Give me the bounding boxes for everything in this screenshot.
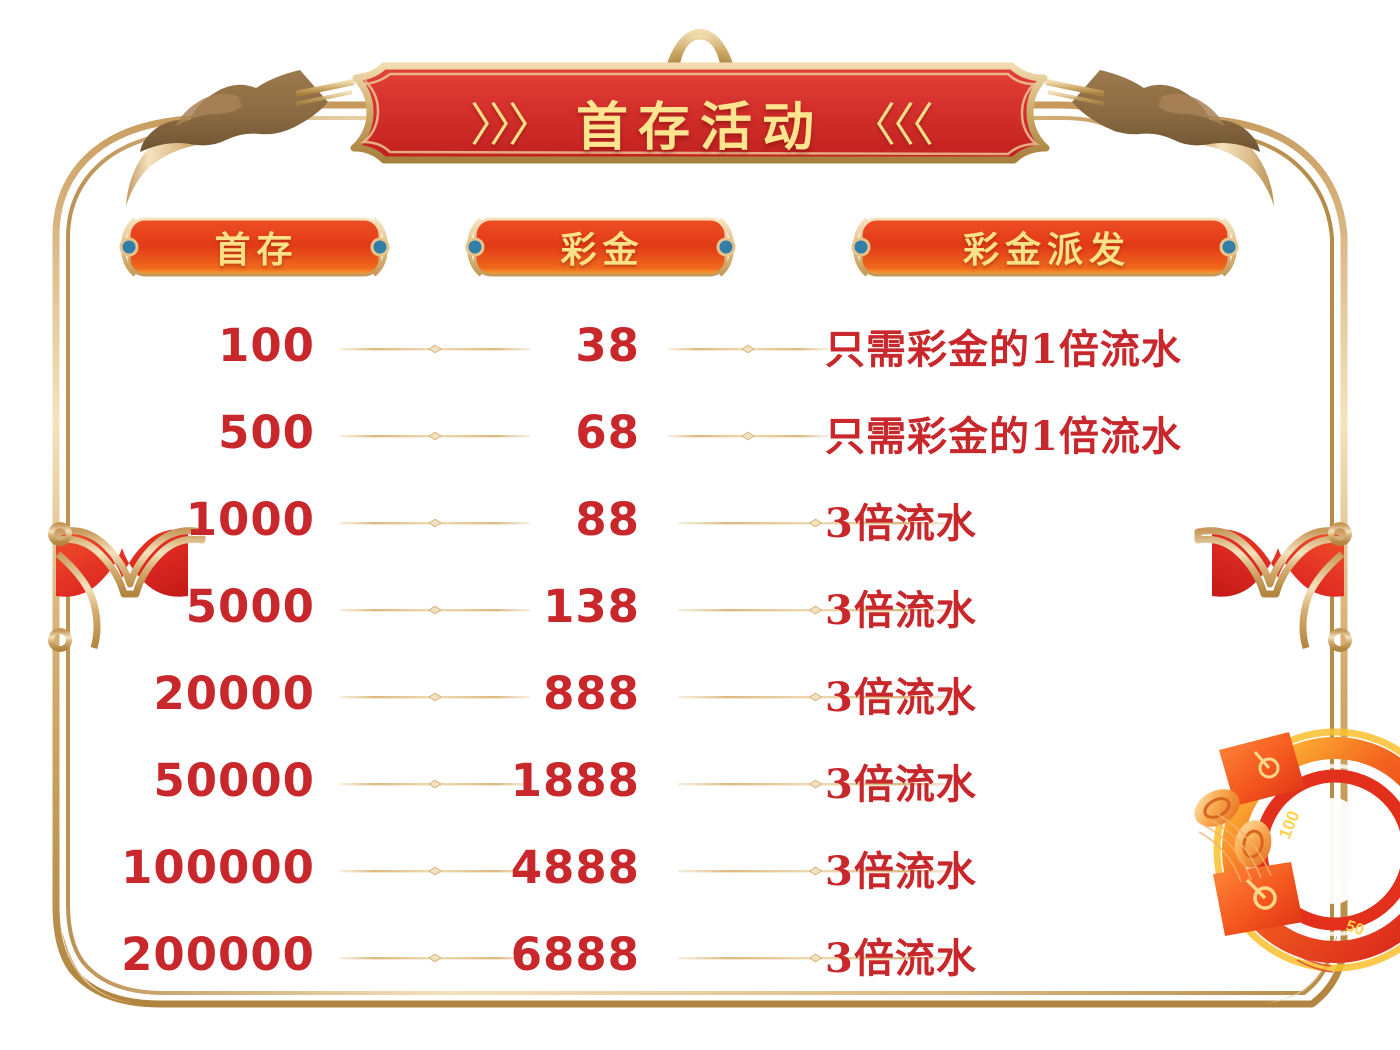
connector-line: [678, 515, 953, 527]
connector-line: [668, 341, 828, 353]
chevron-right-group-icon: 〉〉〉: [469, 98, 554, 152]
bonus-amount: 1888: [510, 754, 640, 807]
coins-and-red-envelopes-icon: 100 50: [1185, 722, 1400, 977]
gem-icon: [1219, 237, 1239, 257]
connector-line: [340, 515, 530, 527]
bonus-amount: 6888: [510, 928, 640, 981]
deposit-amount: 5000: [185, 580, 315, 633]
bonus-amount: 38: [575, 319, 640, 372]
connector-line: [340, 689, 530, 701]
payout-condition: 3倍流水: [825, 499, 977, 547]
gem-icon: [370, 237, 390, 257]
gem-icon: [465, 237, 485, 257]
table-row: 100000 4888: [0, 824, 1400, 911]
table-row: 50000 1888 3: [0, 737, 1400, 824]
page-title: 首存活动: [575, 96, 824, 158]
column-header-label: 首存: [214, 229, 299, 271]
connector-line: [678, 776, 953, 788]
gem-icon: [119, 237, 139, 257]
payout-condition: 3倍流水: [825, 586, 977, 634]
deposit-amount: 20000: [153, 667, 315, 720]
connector-line: [678, 602, 953, 614]
payout-condition: 只需彩金的1倍流水: [825, 412, 1182, 460]
column-header-label: 彩金: [560, 229, 645, 271]
connector-line: [340, 602, 530, 614]
gem-icon: [716, 237, 736, 257]
column-header-payout: 彩金派发: [845, 214, 1245, 280]
connector-line: [678, 863, 953, 875]
connector-line: [340, 776, 530, 788]
column-header-deposit: 首存: [113, 214, 396, 280]
deposit-amount: 50000: [153, 754, 315, 807]
table-row: 5000 138 3倍流: [0, 563, 1400, 650]
chevron-left-group-icon: 〈〈〈: [850, 98, 934, 152]
connector-line: [340, 863, 530, 875]
bonus-amount: 888: [543, 667, 640, 720]
payout-condition: 只需彩金的1倍流水: [825, 325, 1182, 373]
column-header-bonus: 彩金: [459, 214, 742, 280]
column-header-label: 彩金派发: [962, 229, 1131, 271]
deposit-amount: 500: [218, 406, 315, 459]
deposit-amount: 100: [218, 319, 315, 372]
table-row: 20000 888 3倍: [0, 650, 1400, 737]
svg-text:50: 50: [1344, 918, 1366, 940]
gem-icon: [851, 237, 871, 257]
payout-condition: 3倍流水: [825, 673, 977, 721]
payout-condition: 3倍流水: [825, 847, 977, 895]
svg-text:100: 100: [1275, 808, 1303, 841]
connector-line: [340, 950, 530, 962]
table-row: 200000 6888: [0, 911, 1400, 998]
table-row: 100 38 只需彩金的: [0, 302, 1400, 389]
connector-line: [340, 341, 530, 353]
bonus-amount: 138: [543, 580, 640, 633]
deposit-amount: 1000: [185, 493, 315, 546]
table-row: 1000 88 3倍流水: [0, 476, 1400, 563]
connector-line: [678, 950, 953, 962]
bonus-amount: 88: [575, 493, 640, 546]
connector-line: [678, 689, 953, 701]
payout-condition: 3倍流水: [825, 760, 977, 808]
payout-condition: 3倍流水: [825, 934, 977, 982]
deposit-bonus-table: 100 38 只需彩金的: [0, 302, 1400, 998]
connector-line: [340, 428, 530, 440]
title-banner: 〉〉〉 首存活动 〈〈〈: [296, 26, 1104, 176]
bonus-amount: 4888: [510, 841, 640, 894]
connector-line: [668, 428, 828, 440]
bonus-amount: 68: [575, 406, 640, 459]
deposit-amount: 100000: [121, 841, 315, 894]
deposit-amount: 200000: [121, 928, 315, 981]
table-row: 500 68 只需彩金的: [0, 389, 1400, 476]
